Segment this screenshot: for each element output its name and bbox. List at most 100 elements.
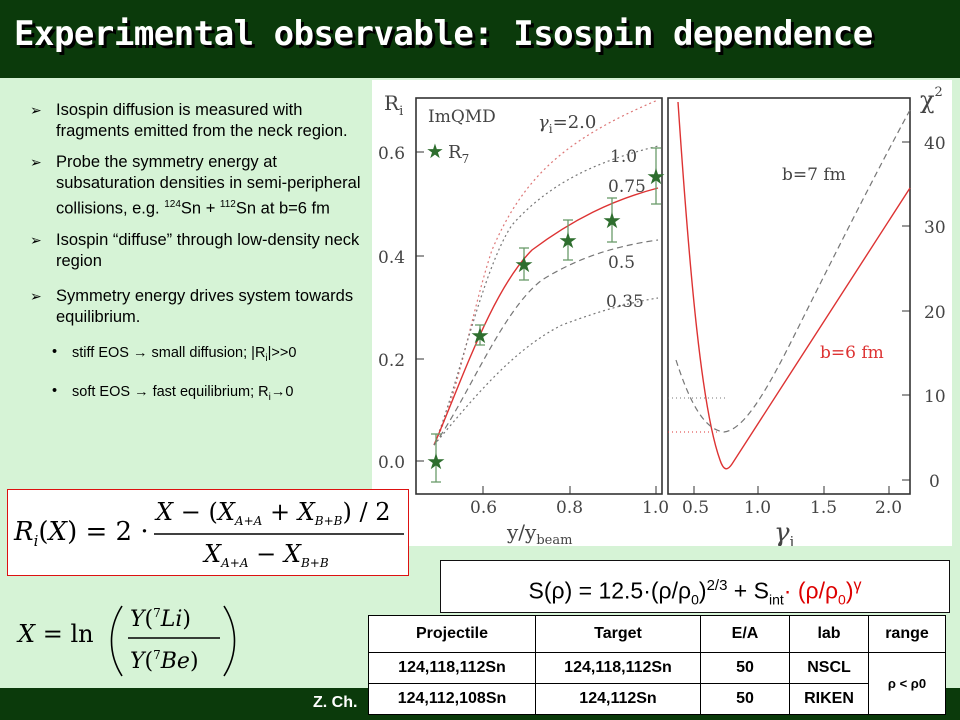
sub-bullet-text: stiff EOS: [72, 344, 133, 361]
sub-bullet-text: small diffusion; |R: [147, 344, 266, 361]
table-cell: ρ < ρ0: [868, 652, 946, 715]
curve-gamma-0-5: [433, 239, 659, 446]
bullet-text: Sn at b=6 fm: [235, 199, 330, 218]
bullet-text: Isospin diffusion is measured with fragm…: [56, 101, 348, 140]
formula-exponent: 2/3: [706, 577, 728, 594]
x-tick-label: 1.0: [642, 498, 669, 518]
left-y-axis-label: Ri: [384, 91, 403, 119]
curve-gamma-0-75: [433, 187, 659, 446]
y-tick-label: 0.2: [378, 351, 405, 371]
right-x-axis-label: γi: [774, 518, 795, 546]
star-legend-icon: ★: [426, 139, 444, 163]
subscript: i: [265, 352, 268, 364]
data-point-star: ★: [558, 229, 578, 254]
table-header-row: Projectile Target E/A lab range: [368, 615, 946, 653]
experiment-table: Projectile Target E/A lab range 124,118,…: [368, 615, 946, 715]
bullet-item: ➢ Isospin “diffuse” through low-density …: [30, 230, 370, 272]
y-tick-label: 30: [924, 218, 946, 238]
title-bar: [0, 0, 960, 78]
x-tick-label: 0.5: [682, 498, 709, 518]
arrow-right-icon: →: [132, 344, 148, 361]
svg-text:XA+A − XB+B: XA+A − XB+B: [202, 540, 329, 570]
curve-gamma-1-0: [433, 145, 659, 446]
bullet-list: ➢ Isospin diffusion is measured with fra…: [30, 100, 370, 407]
y-tick-label: 0.6: [378, 144, 405, 164]
author-credit: Z. Ch.: [313, 694, 358, 711]
svg-text:Y(7Li): Y(7Li): [130, 606, 191, 632]
table-row: 124,118,112Sn 124,118,112Sn 50 NSCL ρ < …: [368, 652, 946, 715]
x-tick-label: 1.0: [744, 498, 771, 518]
data-point-star: ★: [426, 450, 446, 475]
formula-text: ): [845, 577, 854, 604]
arrow-bullet-icon: ➢: [30, 287, 42, 304]
ri-formula-box: Ri(X) = 2 · X − (XA+A + XB+B) / 2 XA+A −…: [7, 489, 409, 576]
formula-text: S(ρ) = 12.5·(ρ/ρ: [528, 577, 692, 604]
y-tick-label: 0.0: [378, 453, 405, 473]
sub-bullet-item: • soft EOS → fast equilibrium; Ri→0: [30, 383, 370, 407]
svg-text:Y(7Be): Y(7Be): [130, 648, 199, 674]
b7-label: b=7 fm: [782, 165, 846, 185]
ri-formula: Ri(X) = 2 · X − (XA+A + XB+B) / 2 XA+A −…: [13, 498, 404, 570]
chi2-curve-b6: [677, 101, 911, 470]
table-cell: RIKEN: [789, 683, 869, 715]
isotope-mass: 112: [219, 199, 236, 210]
table-cell: 124,112,108Sn: [368, 683, 536, 715]
table-header: range: [868, 615, 946, 653]
formula-exponent: γ: [853, 577, 862, 594]
chi2-curve-b7: [675, 109, 911, 433]
y-tick-label: 0: [929, 472, 940, 492]
page-title: Experimental observable: Isospin depende…: [14, 14, 873, 54]
data-point-star: ★: [646, 165, 666, 190]
data-point-star: ★: [470, 324, 490, 349]
formula-text: ): [698, 577, 707, 604]
table-cell: 124,118,112Sn: [535, 652, 701, 684]
bullet-text: Probe the symmetry energy at subsaturati…: [56, 153, 361, 218]
x-tick-label: 2.0: [875, 498, 902, 518]
table-cell: 50: [700, 652, 790, 684]
right-panel-frame: [667, 97, 911, 495]
table-cell: 50: [700, 683, 790, 715]
arrow-bullet-icon: ➢: [30, 102, 42, 118]
svg-text:X − (XA+A + XB+B) / 2: X − (XA+A + XB+B) / 2: [154, 498, 390, 528]
b6-label: b=6 fm: [820, 343, 884, 363]
y-tick-label: 40: [924, 134, 946, 154]
table-row: 124,112,108Sn 124,112Sn 50 RIKEN: [368, 683, 946, 715]
model-label: ImQMD: [428, 107, 496, 127]
data-point-star: ★: [602, 209, 622, 234]
svg-text:Ri(X) = 2 ·: Ri(X) = 2 ·: [13, 517, 149, 550]
gamma-label: γi=2.0: [538, 112, 596, 136]
bullet-item: ➢ Symmetry energy drives system towards …: [30, 286, 370, 328]
sub-bullet-text: soft EOS: [72, 384, 135, 401]
formula-text: · (ρ/ρ: [783, 577, 839, 604]
table-header: Target: [535, 615, 701, 653]
left-panel-frame: [415, 97, 663, 495]
bullet-text: Sn +: [180, 199, 220, 218]
subscript: i: [268, 392, 271, 404]
isotope-mass: 124: [164, 199, 181, 210]
arrow-right-icon: →: [270, 384, 286, 401]
arrow-bullet-icon: ➢: [30, 154, 42, 170]
curve-label: 0.5: [608, 253, 635, 273]
isospin-plot-figure: 0.0 0.2 0.4 0.6 0.6 0.8 1.0 0.5 1.0 1.5 …: [372, 80, 952, 551]
svg-text:X = ln: X = ln: [16, 620, 94, 648]
y-tick-label: 20: [924, 303, 946, 323]
x-formula: X = ln Y(7Li) Y(7Be): [10, 592, 330, 688]
sub-bullet-text: fast equilibrium; R: [148, 384, 269, 401]
table-cell: 124,112Sn: [535, 683, 701, 715]
bullet-text: Isospin “diffuse” through low-density ne…: [56, 230, 360, 270]
bullet-item: ➢ Isospin diffusion is measured with fra…: [30, 100, 370, 142]
x-tick-label: 0.8: [556, 498, 583, 518]
dot-bullet-icon: •: [52, 343, 58, 360]
sub-bullet-text: |>>0: [267, 344, 297, 361]
data-point-star: ★: [514, 253, 534, 278]
left-x-axis-label: y/ybeam: [506, 520, 572, 546]
y-tick-label: 0.4: [378, 248, 405, 268]
formula-subscript: int: [768, 591, 784, 608]
bullet-item: ➢ Probe the symmetry energy at subsatura…: [30, 152, 370, 220]
right-y-axis-label: χ2: [920, 85, 943, 114]
table-cell: 124,118,112Sn: [368, 652, 536, 684]
table-cell: NSCL: [789, 652, 869, 684]
curve-label: 1.0: [610, 147, 637, 167]
arrow-bullet-icon: ➢: [30, 231, 42, 248]
sub-bullet-text: 0: [285, 384, 294, 401]
